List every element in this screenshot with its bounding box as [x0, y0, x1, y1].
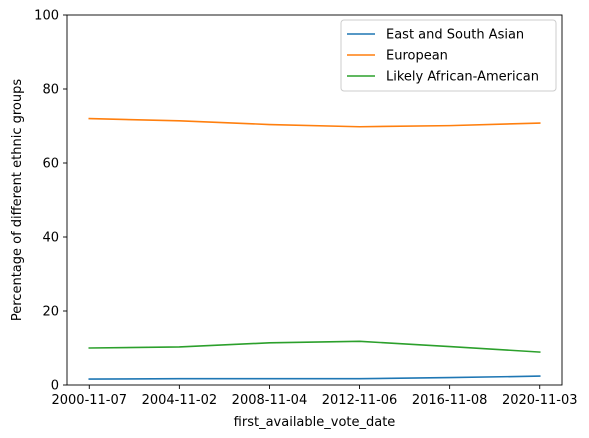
legend-label-1: European — [386, 49, 448, 64]
legend: East and South Asian European Likely Afric… — [341, 20, 556, 91]
x-tick-label: 2012-11-06 — [322, 393, 398, 408]
legend-label-0: East and South Asian — [386, 28, 524, 43]
y-axis-label: Percentage of different ethnic groups — [10, 79, 25, 321]
y-tick-label: 20 — [42, 305, 59, 320]
y-tick-label: 100 — [34, 9, 59, 24]
x-tick-label: 2016-11-08 — [412, 393, 488, 408]
x-tick-label: 2020-11-03 — [502, 393, 578, 408]
x-tick-label: 2008-11-04 — [232, 393, 308, 408]
legend-label-2: Likely African-American — [386, 70, 539, 85]
x-tick-label: 2004-11-02 — [142, 393, 218, 408]
x-tick-label: 2000-11-07 — [51, 393, 127, 408]
y-tick-label: 40 — [42, 231, 59, 246]
y-tick-label: 80 — [42, 83, 59, 98]
y-tick-label: 0 — [51, 379, 59, 394]
x-axis-label: first_available_vote_date — [234, 415, 396, 430]
y-tick-label: 60 — [42, 157, 59, 172]
